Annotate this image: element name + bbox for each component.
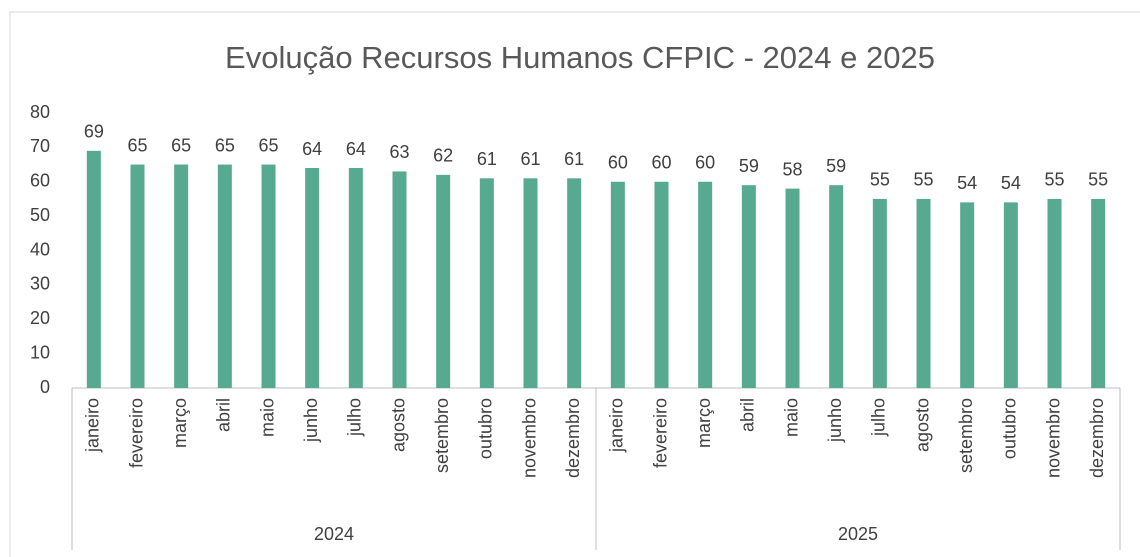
data-label: 60 — [695, 153, 715, 173]
x-tick-label: setembro — [956, 398, 976, 473]
bar — [1091, 198, 1106, 388]
bar — [479, 178, 494, 388]
bar — [261, 164, 276, 388]
x-tick-label: março — [170, 398, 190, 448]
x-tick-label: outubro — [476, 398, 496, 459]
y-tick-label: 40 — [30, 239, 50, 259]
x-tick-label: junho — [301, 398, 321, 443]
x-tick-label: dezembro — [1087, 398, 1107, 478]
x-tick-label: maio — [781, 398, 801, 437]
bar — [1047, 198, 1062, 388]
x-tick-label: julho — [345, 398, 365, 437]
bar — [567, 178, 582, 388]
x-tick-label: agosto — [388, 398, 408, 452]
y-tick-label: 70 — [30, 136, 50, 156]
data-label: 59 — [739, 156, 759, 176]
x-tick-label: março — [694, 398, 714, 448]
data-label: 65 — [171, 135, 191, 155]
data-label: 69 — [84, 122, 104, 142]
data-label: 61 — [520, 149, 540, 169]
x-tick-label: maio — [257, 398, 277, 437]
chart-title: Evolução Recursos Humanos CFPIC - 2024 e… — [225, 40, 935, 75]
data-label: 60 — [608, 153, 628, 173]
bar — [86, 150, 101, 388]
data-label: 60 — [651, 153, 671, 173]
data-label: 55 — [1044, 170, 1064, 190]
y-tick-label: 20 — [30, 308, 50, 328]
x-tick-label: fevereiro — [126, 398, 146, 468]
group-label: 2024 — [314, 524, 354, 544]
data-label: 54 — [957, 173, 977, 193]
bar — [654, 181, 669, 388]
group-label: 2025 — [838, 524, 878, 544]
data-label: 61 — [477, 149, 497, 169]
data-label: 64 — [302, 139, 322, 159]
x-tick-label: abril — [738, 398, 758, 432]
data-label: 55 — [1088, 170, 1108, 190]
y-tick-label: 80 — [30, 102, 50, 122]
bar — [785, 188, 800, 388]
x-tick-label: novembro — [519, 398, 539, 478]
y-tick-label: 60 — [30, 171, 50, 191]
bar — [436, 174, 451, 388]
bar — [610, 181, 625, 388]
y-tick-label: 10 — [30, 342, 50, 362]
bar — [829, 185, 844, 388]
bar — [960, 202, 975, 388]
data-label: 64 — [346, 139, 366, 159]
x-tick-label: junho — [825, 398, 845, 443]
bar — [698, 181, 713, 388]
bar — [1003, 202, 1018, 388]
bar — [217, 164, 232, 388]
data-label: 65 — [258, 135, 278, 155]
data-label: 62 — [433, 146, 453, 166]
bar — [872, 198, 887, 388]
bar — [348, 168, 363, 388]
bar — [174, 164, 189, 388]
x-tick-label: fevereiro — [650, 398, 670, 468]
bar — [523, 178, 538, 388]
data-label: 65 — [127, 135, 147, 155]
x-tick-label: janeiro — [607, 398, 627, 453]
data-label: 61 — [564, 149, 584, 169]
bar — [130, 164, 145, 388]
data-label: 59 — [826, 156, 846, 176]
x-tick-label: agosto — [912, 398, 932, 452]
x-tick-label: novembro — [1043, 398, 1063, 478]
x-tick-label: setembro — [432, 398, 452, 473]
x-tick-label: outubro — [1000, 398, 1020, 459]
y-tick-label: 50 — [30, 205, 50, 225]
data-label: 55 — [913, 170, 933, 190]
y-tick-label: 0 — [40, 377, 50, 397]
data-label: 65 — [215, 135, 235, 155]
bar — [916, 198, 931, 388]
data-label: 55 — [870, 170, 890, 190]
bar — [392, 171, 407, 388]
x-tick-label: janeiro — [83, 398, 103, 453]
x-tick-label: abril — [214, 398, 234, 432]
data-label: 58 — [782, 159, 802, 179]
data-label: 54 — [1001, 173, 1021, 193]
bar — [741, 185, 756, 388]
x-tick-label: julho — [869, 398, 889, 437]
x-tick-label: dezembro — [563, 398, 583, 478]
y-tick-label: 30 — [30, 274, 50, 294]
bar — [305, 168, 320, 388]
data-label: 63 — [389, 142, 409, 162]
